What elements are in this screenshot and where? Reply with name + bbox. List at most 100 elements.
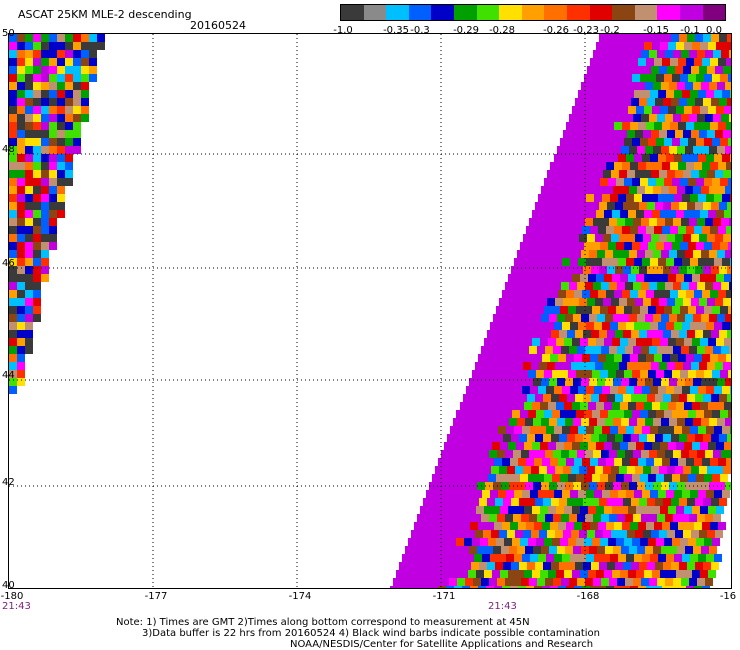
swath-cell — [618, 194, 626, 202]
swath-cell — [511, 330, 519, 338]
swath-cell — [661, 250, 669, 258]
swath-cell — [648, 138, 656, 146]
swath-cell — [17, 42, 25, 50]
swath-cell — [65, 138, 73, 146]
swath-cell — [648, 370, 656, 378]
swath-cell — [81, 82, 89, 90]
swath-cell — [683, 170, 691, 178]
swath-cell — [622, 122, 630, 130]
swath-cell — [603, 234, 611, 242]
swath-cell — [560, 410, 568, 418]
swath-cell — [542, 290, 550, 298]
swath-cell — [41, 186, 49, 194]
swath-cell — [669, 418, 677, 426]
swath-cell — [486, 522, 494, 530]
swath-cell — [612, 570, 620, 578]
swath-cell — [705, 578, 713, 586]
swath-cell — [616, 178, 624, 186]
swath-cell — [483, 466, 491, 474]
swath-cell — [679, 562, 687, 570]
swath-cell — [611, 466, 619, 474]
swath-cell — [500, 402, 508, 410]
swath-cell — [608, 242, 616, 250]
swath-cell — [528, 306, 536, 314]
swath-cell — [504, 474, 512, 482]
swath-cell — [33, 258, 41, 266]
swath-cell — [441, 514, 449, 522]
swath-cell — [658, 322, 666, 330]
swath-cell — [541, 250, 549, 258]
swath-cell — [408, 538, 416, 546]
swath-cell — [672, 74, 680, 82]
swath-cell — [688, 306, 696, 314]
swath-cell — [17, 210, 25, 218]
swath-cell — [630, 226, 638, 234]
swath-cell — [694, 522, 702, 530]
swath-cell — [714, 90, 722, 98]
swath-cell — [666, 426, 674, 434]
swath-cell — [693, 418, 701, 426]
swath-cell — [562, 386, 570, 394]
swath-cell — [664, 410, 672, 418]
swath-cell — [540, 402, 548, 410]
swath-cell — [508, 570, 516, 578]
swath-cell — [446, 458, 454, 466]
swath-cell — [592, 538, 600, 546]
swath-cell — [559, 434, 567, 442]
swath-cell — [663, 202, 671, 210]
swath-cell — [25, 106, 33, 114]
swath-cell — [419, 530, 427, 538]
swath-cell — [9, 98, 17, 106]
swath-cell — [571, 466, 579, 474]
swath-cell — [33, 282, 41, 290]
swath-cell — [659, 234, 667, 242]
swath-cell — [565, 546, 573, 554]
swath-cell — [714, 322, 722, 330]
swath-cell — [713, 114, 721, 122]
swath-cell — [551, 394, 559, 402]
swath-cell — [535, 562, 543, 570]
swath-cell — [490, 426, 498, 434]
swath-cell — [685, 82, 693, 90]
swath-cell — [710, 354, 718, 362]
swath-cell — [619, 362, 627, 370]
swath-cell — [599, 498, 607, 506]
swath-cell — [523, 298, 531, 306]
swath-cell — [589, 250, 597, 258]
swath-cell — [678, 58, 686, 66]
swath-cell — [17, 58, 25, 66]
swath-cell — [562, 154, 570, 162]
swath-cell — [631, 202, 639, 210]
swath-cell — [33, 178, 41, 186]
swath-cell — [540, 570, 548, 578]
swath-cell — [645, 250, 653, 258]
swath-cell — [530, 426, 538, 434]
swath-cell — [17, 50, 25, 58]
swath-cell — [705, 450, 713, 458]
swath-cell — [643, 466, 651, 474]
swath-cell — [631, 34, 639, 42]
swath-cell — [671, 98, 679, 106]
swath-cell — [688, 370, 696, 378]
swath-cell — [469, 546, 477, 554]
swath-cell — [555, 466, 563, 474]
swath-cell — [407, 562, 415, 570]
swath-cell — [592, 178, 600, 186]
swath-cell — [562, 490, 570, 498]
swath-cell — [609, 114, 617, 122]
swath-cell — [649, 346, 657, 354]
swath-cell — [607, 202, 615, 210]
swath-cell — [25, 74, 33, 82]
swath-cell — [647, 34, 655, 42]
swath-cell — [577, 346, 585, 354]
colorbar-segment — [386, 5, 409, 20]
swath-cell — [418, 554, 426, 562]
swath-cell — [492, 442, 500, 450]
swath-cell — [703, 34, 711, 42]
swath-cell — [688, 74, 696, 82]
swath-cell — [607, 330, 615, 338]
swath-cell — [713, 514, 721, 522]
swath-cell — [636, 274, 644, 282]
swath-cell — [17, 266, 25, 274]
swath-cell — [564, 442, 572, 450]
